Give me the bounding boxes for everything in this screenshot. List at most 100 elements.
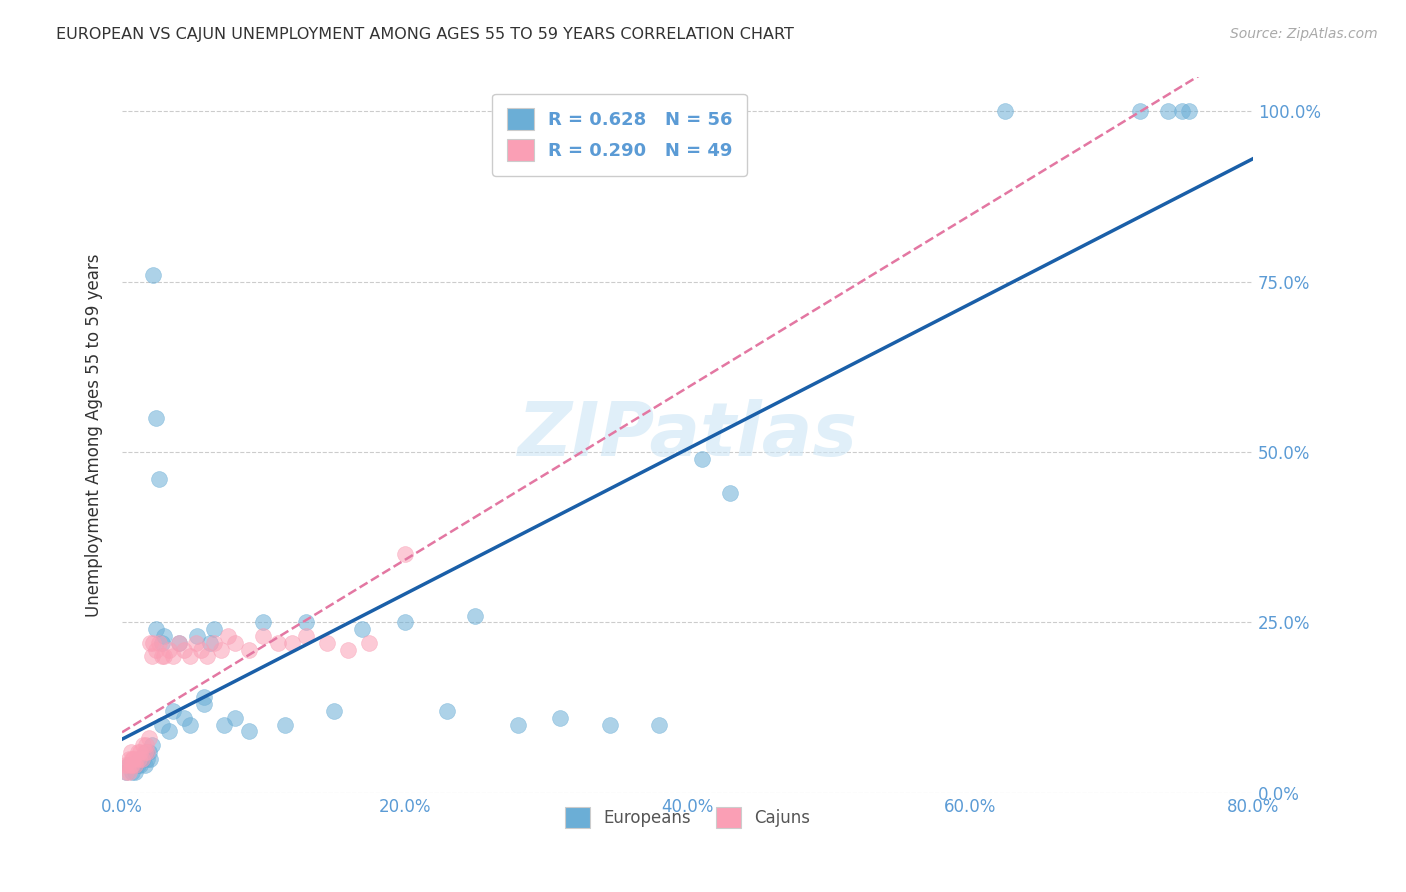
Point: [134, 758, 156, 772]
Point: [436, 704, 458, 718]
Point: [129, 758, 152, 772]
Point: [125, 758, 148, 772]
Point: [118, 765, 141, 780]
Point: [141, 738, 163, 752]
Point: [138, 745, 160, 759]
Point: [117, 758, 139, 772]
Point: [280, 636, 302, 650]
Point: [548, 711, 571, 725]
Point: [167, 636, 190, 650]
Point: [135, 745, 157, 759]
Point: [127, 745, 149, 759]
Point: [136, 745, 159, 759]
Point: [150, 649, 173, 664]
Point: [153, 649, 176, 664]
Point: [599, 717, 621, 731]
Point: [139, 751, 162, 765]
Point: [131, 751, 153, 765]
Point: [359, 636, 381, 650]
Point: [122, 758, 145, 772]
Point: [209, 642, 232, 657]
Point: [179, 649, 201, 664]
Point: [142, 636, 165, 650]
Point: [136, 751, 159, 765]
Point: [153, 629, 176, 643]
Point: [145, 411, 167, 425]
Point: [193, 697, 215, 711]
Point: [316, 636, 339, 650]
Point: [138, 731, 160, 746]
Point: [323, 704, 346, 718]
Point: [148, 636, 170, 650]
Point: [690, 451, 713, 466]
Point: [157, 724, 180, 739]
Point: [124, 765, 146, 780]
Point: [145, 642, 167, 657]
Point: [294, 615, 316, 630]
Point: [1129, 104, 1152, 119]
Point: [224, 636, 246, 650]
Point: [132, 738, 155, 752]
Point: [294, 629, 316, 643]
Point: [648, 717, 671, 731]
Point: [506, 717, 529, 731]
Point: [994, 104, 1017, 119]
Point: [238, 724, 260, 739]
Point: [394, 547, 416, 561]
Point: [124, 758, 146, 772]
Point: [145, 622, 167, 636]
Point: [266, 636, 288, 650]
Point: [128, 751, 150, 765]
Y-axis label: Unemployment Among Ages 55 to 59 years: Unemployment Among Ages 55 to 59 years: [86, 253, 103, 616]
Point: [157, 642, 180, 657]
Point: [118, 758, 141, 772]
Point: [193, 690, 215, 705]
Point: [120, 758, 142, 772]
Point: [173, 711, 195, 725]
Point: [141, 649, 163, 664]
Point: [135, 738, 157, 752]
Point: [142, 268, 165, 282]
Point: [273, 717, 295, 731]
Point: [162, 704, 184, 718]
Point: [217, 629, 239, 643]
Point: [190, 642, 212, 657]
Point: [121, 758, 143, 772]
Point: [162, 649, 184, 664]
Point: [202, 636, 225, 650]
Point: [128, 751, 150, 765]
Point: [150, 636, 173, 650]
Point: [114, 758, 136, 772]
Point: [121, 765, 143, 780]
Point: [179, 717, 201, 731]
Point: [134, 745, 156, 759]
Point: [184, 636, 207, 650]
Point: [252, 615, 274, 630]
Point: [115, 765, 138, 780]
Point: [120, 745, 142, 759]
Point: [139, 636, 162, 650]
Point: [394, 615, 416, 630]
Legend: Europeans, Cajuns: Europeans, Cajuns: [558, 801, 817, 834]
Text: EUROPEAN VS CAJUN UNEMPLOYMENT AMONG AGES 55 TO 59 YEARS CORRELATION CHART: EUROPEAN VS CAJUN UNEMPLOYMENT AMONG AGE…: [56, 27, 794, 42]
Point: [121, 751, 143, 765]
Point: [238, 642, 260, 657]
Point: [186, 629, 208, 643]
Point: [132, 751, 155, 765]
Point: [115, 765, 138, 780]
Point: [718, 486, 741, 500]
Point: [131, 751, 153, 765]
Point: [129, 745, 152, 759]
Point: [122, 751, 145, 765]
Point: [198, 636, 221, 650]
Point: [127, 758, 149, 772]
Point: [150, 717, 173, 731]
Point: [252, 629, 274, 643]
Point: [212, 717, 235, 731]
Point: [352, 622, 374, 636]
Point: [337, 642, 360, 657]
Point: [1171, 104, 1194, 119]
Point: [202, 622, 225, 636]
Point: [195, 649, 218, 664]
Point: [464, 608, 486, 623]
